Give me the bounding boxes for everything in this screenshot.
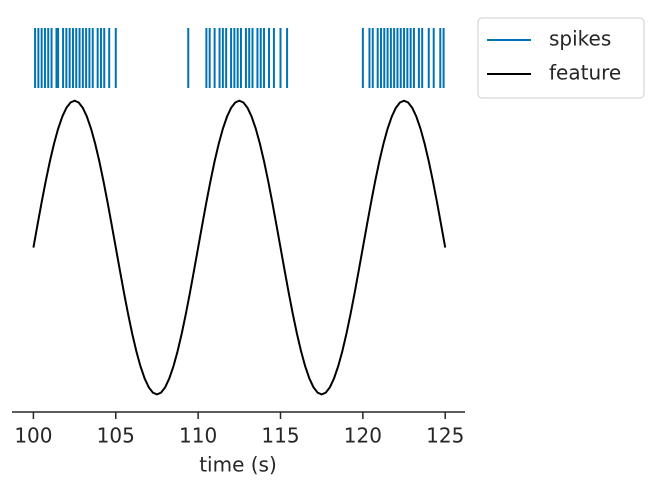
- x-tick-label: 125: [426, 424, 464, 448]
- x-tick-label: 120: [344, 424, 382, 448]
- legend-label: spikes: [549, 27, 611, 51]
- x-tick-label: 100: [14, 424, 52, 448]
- x-tick-label: 105: [97, 424, 135, 448]
- x-tick-label: 115: [261, 424, 299, 448]
- x-tick-label: 110: [179, 424, 217, 448]
- feature-line: [32, 99, 447, 396]
- legend-box: [477, 17, 645, 99]
- x-axis-label: time (s): [199, 453, 277, 477]
- legend-label: feature: [549, 61, 621, 85]
